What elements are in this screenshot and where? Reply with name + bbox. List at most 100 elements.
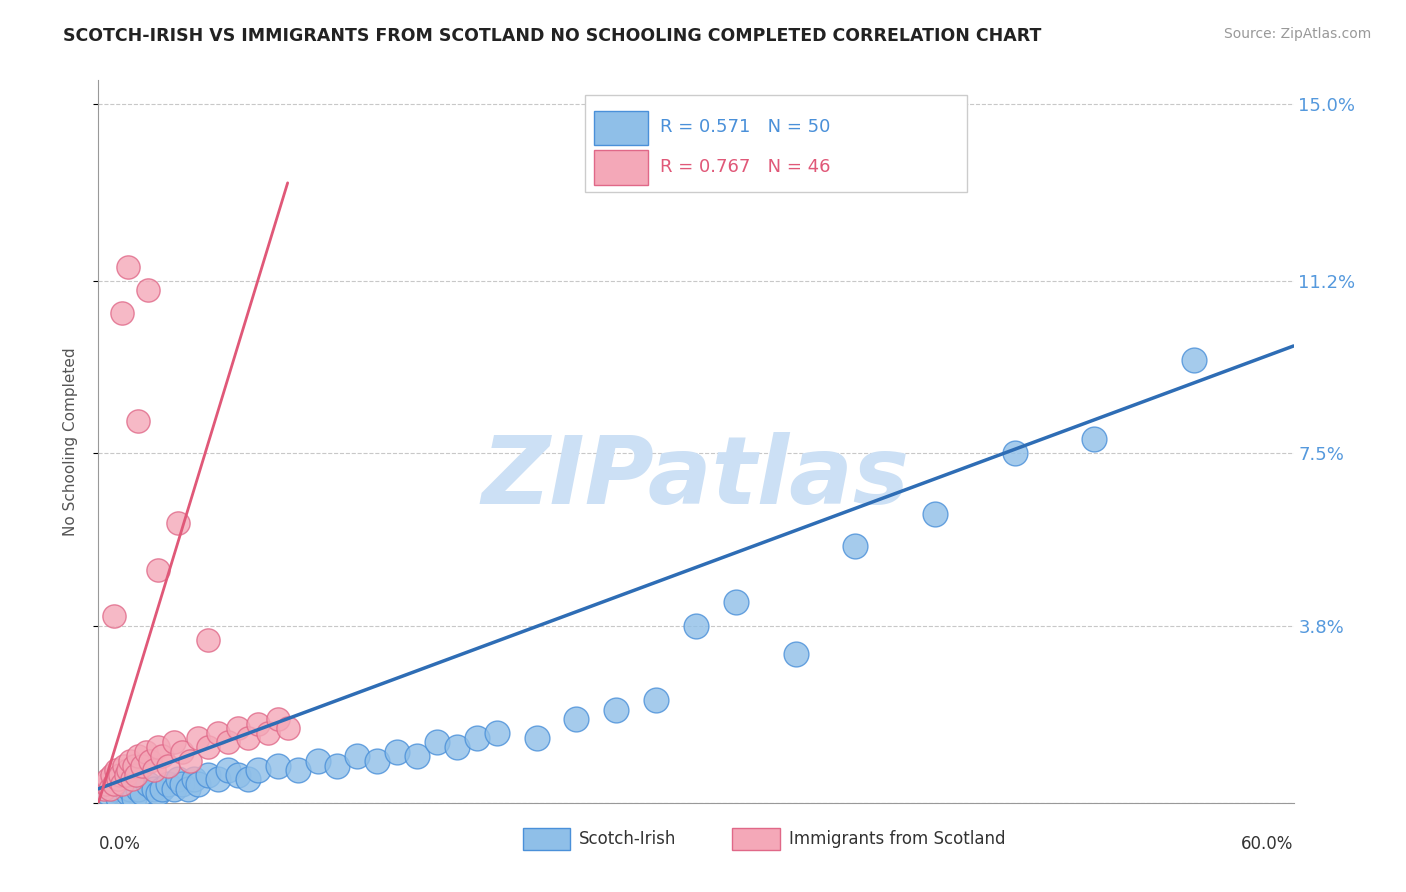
Point	[131, 758, 153, 772]
Text: ZIPatlas: ZIPatlas	[482, 432, 910, 524]
Text: Scotch-Irish: Scotch-Irish	[579, 830, 676, 848]
Text: R = 0.571   N = 50: R = 0.571 N = 50	[661, 119, 831, 136]
Point	[485, 726, 508, 740]
FancyBboxPatch shape	[523, 828, 571, 850]
Point	[406, 749, 429, 764]
Point	[105, 763, 128, 777]
Point	[197, 739, 219, 754]
Point	[111, 777, 134, 791]
Point	[103, 777, 125, 791]
Point	[226, 768, 249, 782]
Point	[148, 563, 170, 577]
Point	[267, 758, 290, 772]
Point	[1182, 353, 1205, 368]
Point	[605, 702, 627, 716]
Point	[197, 632, 219, 647]
Point	[97, 787, 120, 801]
Point	[163, 735, 186, 749]
Point	[150, 781, 173, 796]
Point	[307, 754, 329, 768]
Point	[117, 763, 139, 777]
Text: 60.0%: 60.0%	[1241, 835, 1294, 854]
Point	[446, 739, 468, 754]
Point	[256, 726, 278, 740]
Point	[136, 283, 159, 297]
Point	[124, 791, 146, 805]
Point	[111, 777, 134, 791]
Point	[110, 768, 132, 782]
FancyBboxPatch shape	[595, 111, 648, 145]
Point	[127, 781, 149, 796]
Point	[724, 595, 747, 609]
Point	[107, 791, 129, 805]
Point	[924, 507, 946, 521]
FancyBboxPatch shape	[585, 95, 967, 193]
Point	[844, 540, 866, 554]
Point	[465, 731, 488, 745]
Point	[385, 745, 409, 759]
Point	[217, 735, 239, 749]
Point	[346, 749, 368, 764]
Point	[93, 781, 115, 796]
Y-axis label: No Schooling Completed: No Schooling Completed	[63, 347, 77, 536]
Point	[685, 618, 707, 632]
FancyBboxPatch shape	[595, 151, 648, 185]
Text: SCOTCH-IRISH VS IMMIGRANTS FROM SCOTLAND NO SCHOOLING COMPLETED CORRELATION CHAR: SCOTCH-IRISH VS IMMIGRANTS FROM SCOTLAND…	[63, 27, 1042, 45]
Point	[120, 781, 142, 796]
Point	[277, 721, 299, 735]
Point	[131, 787, 153, 801]
FancyBboxPatch shape	[595, 151, 648, 185]
Point	[103, 781, 125, 796]
Point	[150, 749, 173, 764]
Point	[565, 712, 588, 726]
Point	[287, 763, 309, 777]
Point	[172, 777, 194, 791]
Point	[117, 260, 139, 274]
Point	[97, 772, 120, 787]
Point	[115, 768, 138, 782]
FancyBboxPatch shape	[595, 111, 648, 145]
Point	[645, 693, 668, 707]
Point	[246, 763, 269, 777]
Point	[1083, 432, 1105, 446]
Point	[107, 772, 129, 787]
Point	[148, 787, 170, 801]
Text: Source: ZipAtlas.com: Source: ZipAtlas.com	[1223, 27, 1371, 41]
Point	[236, 772, 259, 787]
Point	[143, 781, 166, 796]
Point	[187, 731, 209, 745]
Point	[179, 754, 201, 768]
Point	[246, 716, 269, 731]
Point	[167, 516, 190, 530]
Point	[366, 754, 388, 768]
Text: R = 0.571   N = 50: R = 0.571 N = 50	[661, 119, 831, 136]
Point	[157, 758, 180, 772]
FancyBboxPatch shape	[733, 828, 780, 850]
Point	[117, 787, 139, 801]
Text: 0.0%: 0.0%	[98, 835, 141, 854]
Point	[207, 726, 229, 740]
Point	[125, 768, 148, 782]
Point	[157, 777, 180, 791]
Point	[103, 609, 125, 624]
Point	[526, 731, 548, 745]
Point	[139, 754, 162, 768]
Point	[101, 768, 124, 782]
Point	[112, 758, 135, 772]
Point	[98, 781, 122, 796]
Point	[148, 739, 170, 754]
Text: R = 0.767   N = 46: R = 0.767 N = 46	[661, 158, 831, 176]
Point	[121, 772, 143, 787]
Point	[236, 731, 259, 745]
Point	[167, 772, 190, 787]
Point	[124, 758, 146, 772]
Point	[143, 763, 166, 777]
Point	[1004, 446, 1026, 460]
Point	[326, 758, 349, 772]
Point	[217, 763, 239, 777]
Point	[120, 754, 142, 768]
Point	[226, 721, 249, 735]
Point	[183, 772, 205, 787]
Point	[785, 647, 807, 661]
Point	[136, 777, 159, 791]
